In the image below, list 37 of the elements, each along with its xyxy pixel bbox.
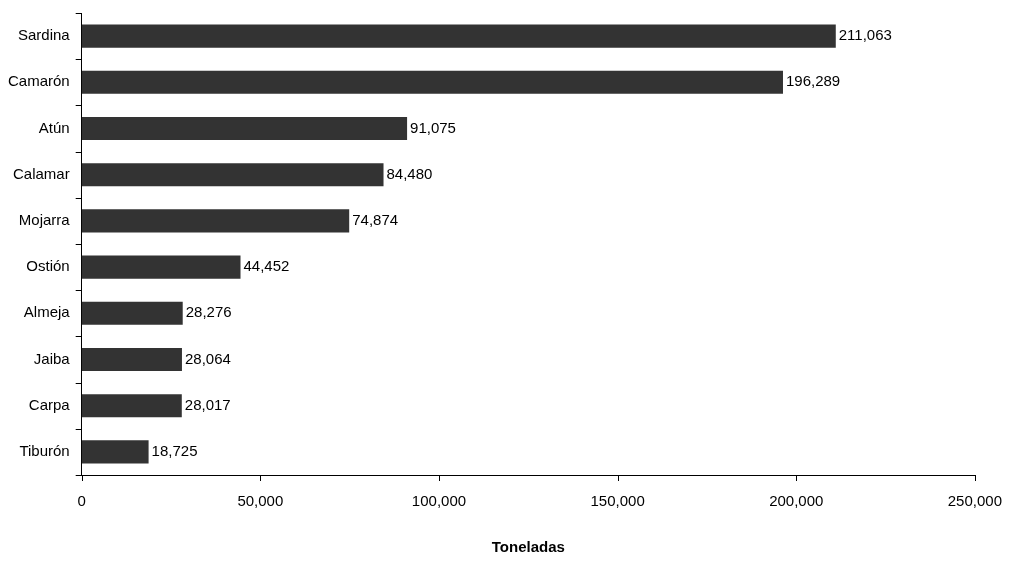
data-label: 28,017 [184,395,231,413]
y-tick-label: Jaiba [33,349,71,367]
data-label: 44,452 [243,257,290,275]
bar [81,24,836,48]
bar [81,163,384,187]
y-tick-label: Carpa [28,395,71,413]
bar [81,394,182,418]
x-tick-label: 250,000 [947,492,1003,510]
bar [81,440,149,464]
y-tick-label: Atún [38,118,70,136]
data-label: 196,289 [785,72,841,90]
data-label: 91,075 [410,118,456,136]
y-tick-label: Mojarra [18,211,71,229]
y-tick-label: Calamar [13,164,70,182]
data-label: 211,063 [838,26,892,44]
data-label: 28,064 [184,349,231,367]
data-label: 84,480 [386,164,433,182]
y-tick-label: Ostión [26,257,70,275]
y-tick-label: Camarón [7,72,70,90]
x-tick-label: 200,000 [769,492,824,510]
data-label: 28,276 [185,303,232,321]
x-axis-title: Toneladas [491,538,565,556]
y-tick-label: Sardina [17,26,71,44]
x-tick-label: 150,000 [590,492,645,510]
x-tick-label: 0 [77,492,86,510]
x-tick-label: 50,000 [237,492,284,510]
y-tick-label: Tiburón [19,442,70,460]
bar [81,209,350,233]
bar [81,301,183,325]
x-tick-label: 100,000 [411,492,467,510]
data-label: 74,874 [352,211,399,229]
bar [81,116,408,141]
bar [81,255,241,279]
bar [81,70,783,94]
y-tick-label: Almeja [23,303,71,321]
bar [81,347,182,372]
data-label: 18,725 [151,442,198,460]
